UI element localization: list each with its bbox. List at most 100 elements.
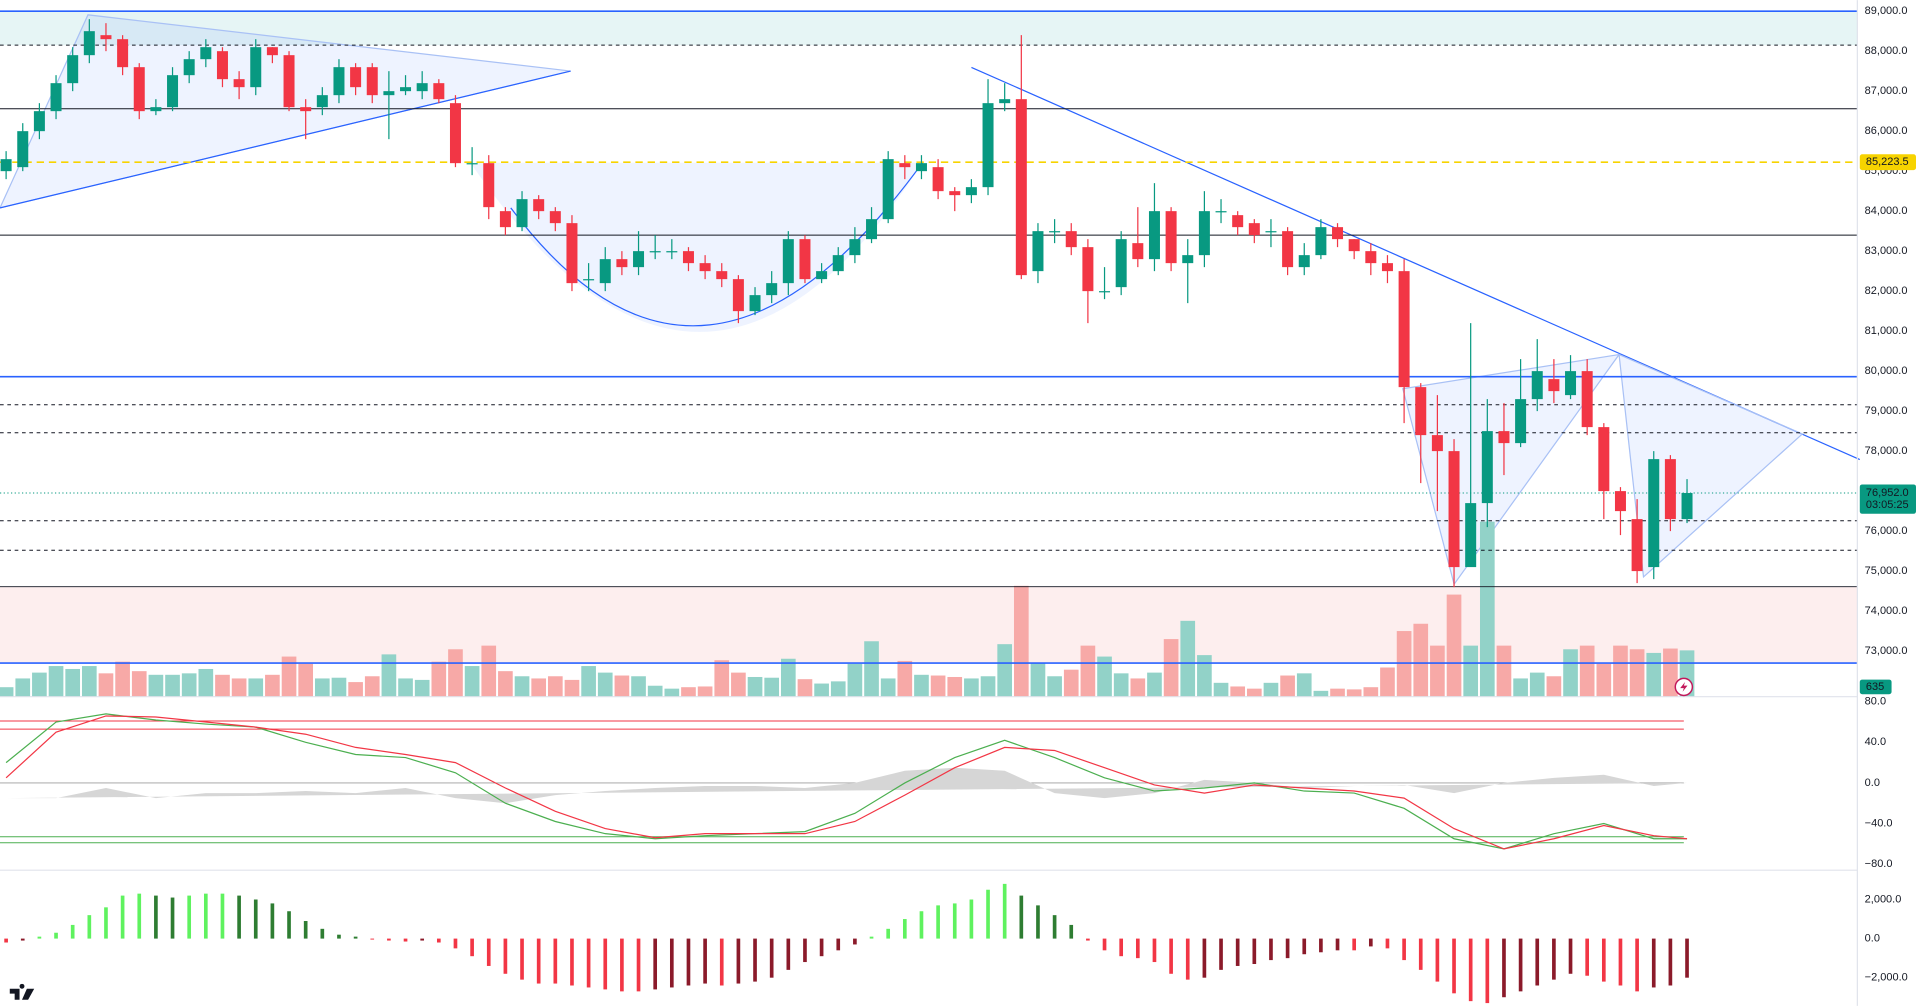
frame [0,0,1858,1006]
candle-body [716,271,728,280]
histogram-bar [137,893,142,939]
flash-icon[interactable] [1674,677,1694,697]
volume-bar [448,649,463,697]
candle-body [766,283,778,296]
volume-bar [1180,620,1196,697]
volume-bar [98,673,114,697]
histogram-bar [1319,938,1323,953]
candle-body [1132,243,1144,260]
y-tick-label: 83,000.0 [1865,245,1908,257]
histogram-bar [1052,915,1057,939]
candle-body [1165,211,1177,264]
volume-bar [1296,673,1312,697]
volume-tag [1859,679,1892,695]
histogram-bar [353,936,358,939]
volume-bar [1047,676,1062,697]
volume-bar [1313,690,1329,697]
candle-body [1631,519,1643,572]
histogram-bar [786,938,791,970]
histogram-bar [536,938,541,984]
histogram-bar [253,899,258,939]
volume-bar [398,678,413,697]
candle-body [599,259,611,284]
volume-bar [1213,682,1229,697]
histogram-bar [1069,924,1074,939]
histogram-bar [4,938,8,943]
candle-body [50,83,62,112]
candle-body [1015,99,1027,276]
histogram-bar [1601,938,1606,982]
volume-bar [964,678,979,697]
candle-body [400,87,412,92]
volume-bar [1147,672,1162,697]
candle-body [1298,255,1310,268]
candle-body [1265,231,1277,233]
candle-body [566,223,578,284]
volume-bar [364,676,380,697]
volume-bar [664,688,680,697]
candle-body [266,47,278,56]
marked-price-label: 85,223.5 [1866,156,1909,168]
histogram-bar [736,938,741,984]
histogram-bar [1618,938,1623,986]
volume-bar [714,660,730,697]
last-price-tag [1859,484,1916,514]
histogram-bar [620,938,624,992]
histogram-bar [420,938,425,941]
volume-bar [414,679,430,697]
volume-bar [947,676,963,697]
volume-bar [1097,656,1112,697]
histogram-bar [1468,938,1473,1002]
last-price-label: 76,952.0 [1866,487,1909,499]
candle-body [1515,399,1527,444]
candle-body [499,211,511,228]
candle-body [1415,387,1427,436]
candle-body [1332,227,1344,240]
volume-bar [131,671,147,697]
volume-bar [165,674,180,697]
histogram-bar [1368,938,1373,947]
histogram-bar [1152,938,1157,963]
candle-body [1498,431,1510,444]
volume-label: 635 [1866,681,1884,693]
volume-bar [331,677,347,697]
histogram-bar [986,889,990,939]
logo [9,983,35,1000]
candle-body [1381,263,1393,272]
candle-body [433,83,445,100]
volume-bar [880,678,896,697]
candle-body [1598,427,1610,492]
candle-body [216,51,228,80]
volume-bar [997,644,1013,697]
histogram-bar [337,934,341,939]
candle-body [1198,211,1210,256]
histogram-bar [1452,938,1456,994]
histogram-bar [836,938,841,951]
histogram-bar [819,938,824,957]
candle-body [649,251,661,253]
volume-bar [1130,678,1146,697]
candle-body [866,219,878,240]
histogram-bar [1518,938,1523,992]
y-tick-label: 2,000.0 [1865,893,1902,905]
volume-bar [0,687,14,697]
histogram-bar [803,938,807,963]
y-tick-label: 86,000.0 [1865,125,1908,137]
volume-bar [215,674,230,697]
histogram-bar [1086,938,1090,941]
histogram-bar [1435,938,1440,982]
histogram-bar [1036,905,1040,939]
volume-bar [531,678,547,697]
histogram-bar [37,936,42,939]
candle-body [233,79,245,88]
volume-bar [581,666,596,697]
y-tick-label: 89,000.0 [1865,5,1908,17]
histogram-bar [553,938,558,984]
volume-bar [1013,585,1029,697]
candle-body [466,163,478,165]
y-tick-label: 84,000.0 [1865,205,1908,217]
volume-bar [1430,645,1445,697]
volume-bar [265,674,280,697]
